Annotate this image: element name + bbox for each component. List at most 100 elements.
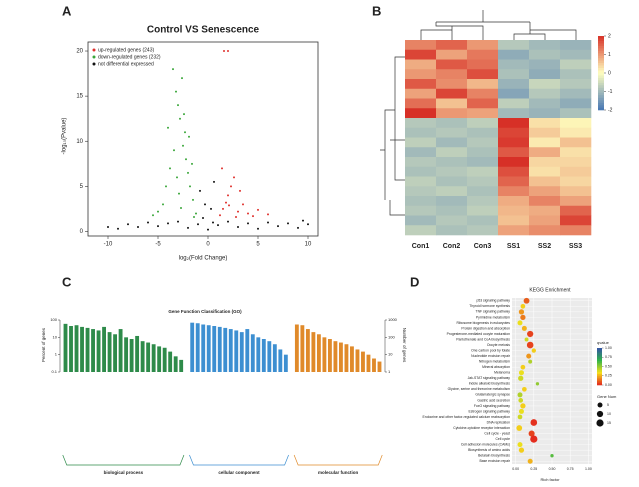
y-tick-label: 0 bbox=[80, 229, 84, 235]
colorbar-label: 2 bbox=[608, 33, 611, 39]
heat-cell bbox=[436, 59, 468, 70]
heat-cell bbox=[467, 225, 499, 236]
heat-cell bbox=[436, 69, 468, 80]
colorbar-step bbox=[598, 40, 604, 44]
heat-cell bbox=[405, 79, 437, 90]
heat-cell bbox=[436, 108, 468, 119]
colorbar-step bbox=[597, 368, 602, 371]
bar bbox=[294, 324, 299, 372]
heat-cell bbox=[560, 127, 592, 138]
point bbox=[302, 219, 304, 222]
x-tick-label: 0.25 bbox=[530, 467, 537, 471]
heat-cell bbox=[405, 205, 437, 216]
y-tick-label: Progesterone-mediated oocyte maturation bbox=[447, 332, 510, 336]
heat-cell bbox=[467, 118, 499, 129]
heat-cell bbox=[498, 127, 530, 138]
y-tick-label: Oocyte meiosis bbox=[487, 343, 510, 347]
bar bbox=[228, 329, 233, 372]
colorbar-step bbox=[598, 45, 604, 49]
heat-cell bbox=[436, 166, 468, 177]
heat-cell bbox=[436, 147, 468, 158]
colorbar-step bbox=[598, 53, 604, 57]
bar bbox=[179, 359, 184, 372]
y-tick-label: Cell cycle - yeast bbox=[484, 431, 510, 435]
legend-label: not differential expressed bbox=[98, 61, 154, 67]
y-tick-label: Nucleotide excision repair bbox=[471, 354, 511, 358]
heat-cell bbox=[436, 98, 468, 109]
heat-cell bbox=[405, 186, 437, 197]
colorbar-step bbox=[598, 95, 604, 98]
heat-cell bbox=[560, 108, 592, 119]
y-tick-label: Cell adhesion molecules (CAMs) bbox=[461, 443, 510, 447]
heat-cell bbox=[467, 40, 499, 51]
y-tick-label: FoxO signaling pathway bbox=[474, 404, 510, 408]
legend-title: Gene Num bbox=[597, 394, 617, 399]
bar bbox=[283, 354, 288, 372]
y-tick-label: Indole alkaloid biosynthesis bbox=[469, 382, 511, 386]
heat-cell bbox=[498, 157, 530, 168]
colorbar-step bbox=[598, 43, 604, 47]
bar bbox=[339, 342, 343, 372]
heat-cell bbox=[405, 225, 437, 236]
y-tick-label: 15 bbox=[76, 94, 83, 100]
bubble bbox=[520, 364, 526, 370]
colorbar-label: 1.00 bbox=[605, 346, 612, 350]
y-tick-label: Gastric acid secretion bbox=[477, 398, 510, 402]
bubble bbox=[530, 419, 538, 426]
point bbox=[267, 221, 269, 224]
bar bbox=[223, 327, 228, 372]
heat-cell bbox=[529, 166, 561, 177]
y-axis-label: -log₁₀(Pvalue) bbox=[62, 118, 68, 155]
panel-label: B bbox=[372, 3, 381, 18]
y2-tick-label: 1 bbox=[388, 369, 391, 374]
point bbox=[230, 185, 232, 188]
heat-cell bbox=[467, 196, 499, 207]
colorbar-step bbox=[598, 38, 604, 42]
colorbar-step bbox=[597, 370, 602, 373]
colorbar-step bbox=[598, 92, 604, 96]
chart-title: Control VS Senescence bbox=[147, 25, 260, 36]
size-legend-marker bbox=[596, 410, 604, 418]
bubble bbox=[518, 309, 525, 315]
bar bbox=[267, 341, 272, 372]
bar bbox=[63, 323, 68, 372]
legend-marker bbox=[92, 62, 96, 66]
point bbox=[252, 215, 254, 218]
colorbar-step bbox=[598, 105, 604, 108]
point bbox=[152, 214, 154, 217]
colorbar-step bbox=[598, 73, 604, 76]
colorbar-step bbox=[598, 100, 604, 103]
bubble bbox=[523, 297, 530, 304]
colorbar-label: 0.75 bbox=[605, 355, 612, 359]
colorbar-label: -1 bbox=[608, 89, 613, 95]
heat-cell bbox=[436, 176, 468, 187]
colorbar-step bbox=[598, 75, 604, 79]
colorbar-step bbox=[597, 348, 602, 351]
bar bbox=[124, 337, 129, 372]
heat-cell bbox=[560, 205, 592, 216]
point bbox=[221, 167, 223, 170]
x-axis-label: Rich factor bbox=[540, 477, 560, 482]
y-tick-label: 1 bbox=[55, 352, 58, 357]
y-tick-label: Pyrimidine metabolism bbox=[476, 315, 510, 319]
group-label: molecular function bbox=[318, 470, 359, 475]
heat-cell bbox=[560, 186, 592, 197]
bubble bbox=[517, 442, 523, 448]
heat-cell bbox=[560, 166, 592, 177]
colorbar-label: 0.00 bbox=[605, 383, 612, 387]
point bbox=[127, 223, 129, 226]
point bbox=[157, 225, 159, 228]
heat-cell bbox=[498, 49, 530, 60]
point bbox=[212, 221, 214, 224]
bubble bbox=[527, 330, 534, 338]
bubble bbox=[520, 314, 526, 321]
colorbar-step bbox=[597, 372, 602, 375]
heat-cell bbox=[405, 137, 437, 148]
bubble bbox=[526, 353, 532, 359]
y-tick-label: Glycine, serine and threonine metabolism bbox=[448, 387, 511, 391]
heat-cell bbox=[498, 186, 530, 197]
bar bbox=[74, 325, 79, 372]
point bbox=[192, 198, 194, 201]
point bbox=[187, 171, 189, 174]
heat-cell bbox=[560, 59, 592, 70]
